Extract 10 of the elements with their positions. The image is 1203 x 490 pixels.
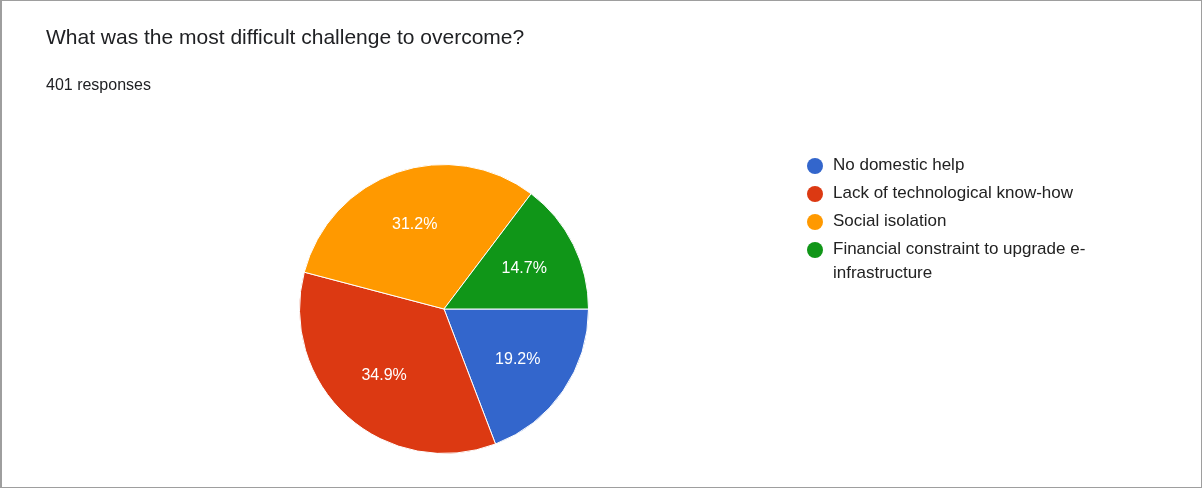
data-label: 19.2% <box>495 350 541 368</box>
chart-title: What was the most difficult challenge to overcome? <box>46 25 525 49</box>
text: 401 responses <box>46 76 151 94</box>
data-label: 14.7% <box>501 259 547 277</box>
legend-label: No domestic help <box>833 154 965 176</box>
legend-label: Social isolation <box>833 210 947 232</box>
data-label: 34.9% <box>361 366 407 384</box>
legend-label: Lack of technological know-how <box>833 182 1074 204</box>
legend-label: Financial constraint to upgrade e-infrastructure <box>833 238 1087 284</box>
data-label: 31.2% <box>392 214 438 232</box>
